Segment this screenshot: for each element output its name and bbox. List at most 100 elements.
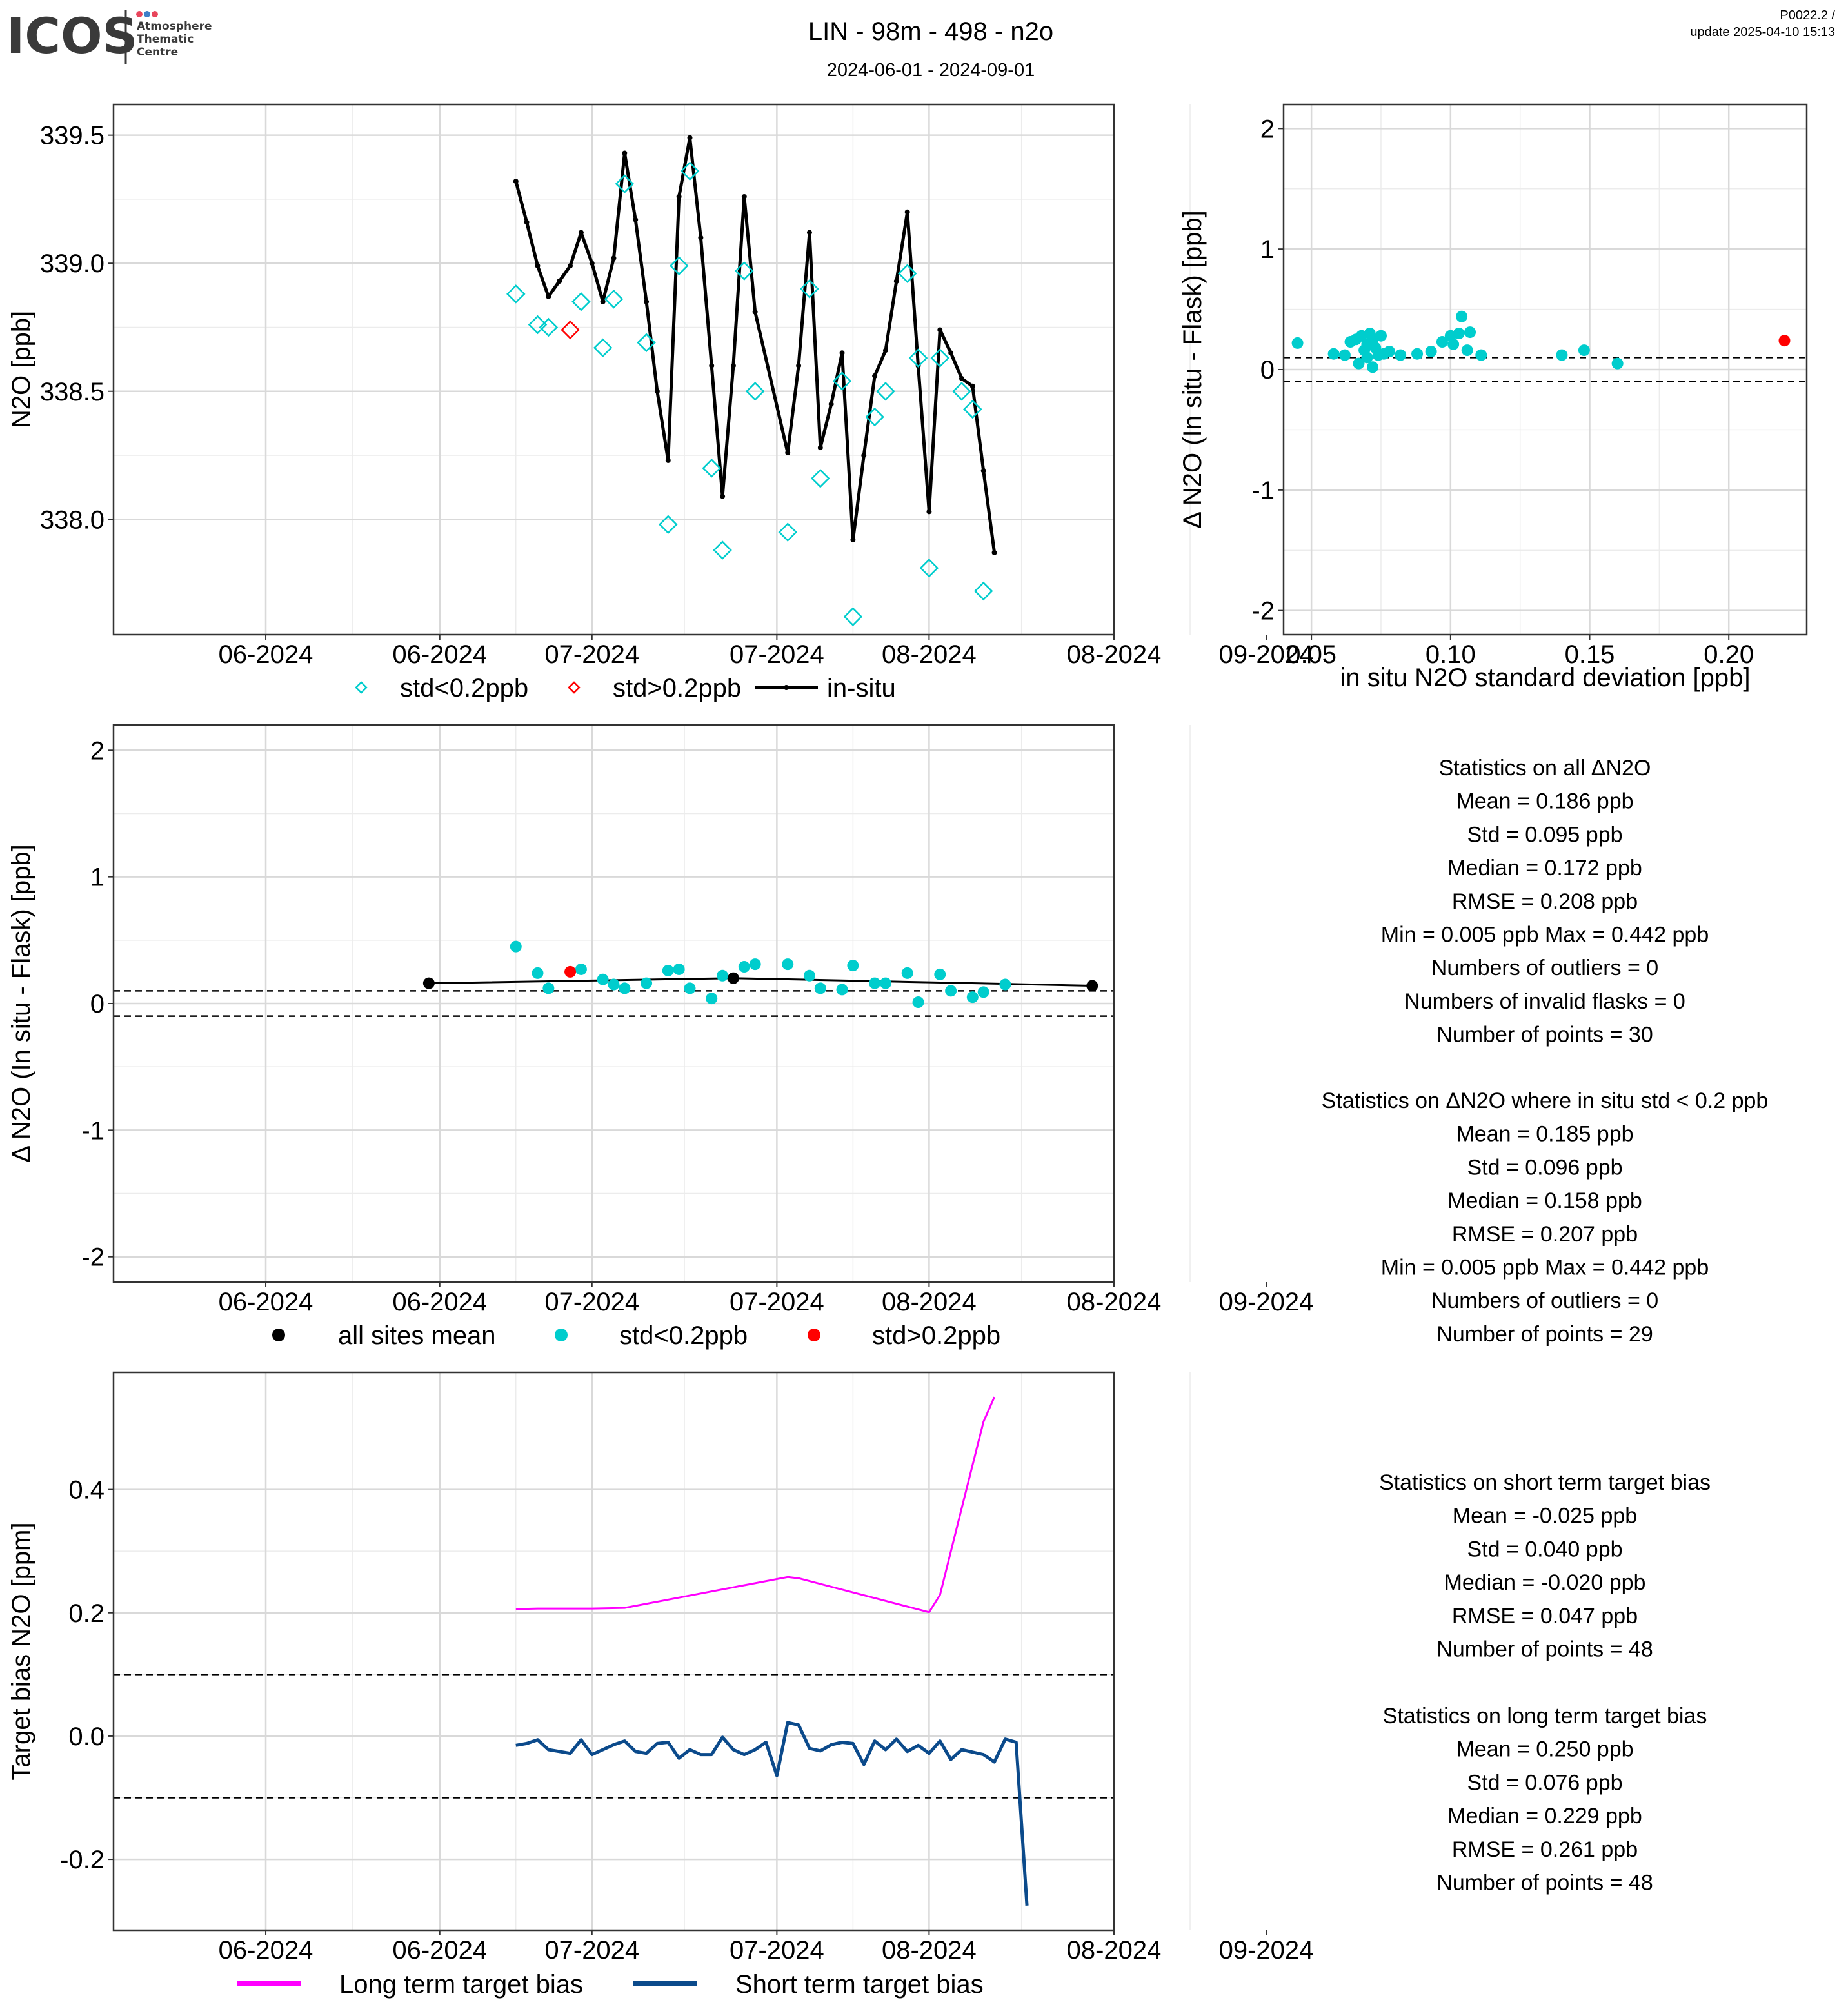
- delta-point-low: [641, 977, 653, 989]
- flask-point-low: [702, 459, 721, 478]
- stats-all-delta-line: Numbers of outliers = 0: [1431, 956, 1658, 980]
- short-term-bias-line: [515, 1721, 1029, 1906]
- x-tick-label: 08-2024: [1067, 1936, 1162, 1964]
- scatter-point-low: [1611, 357, 1624, 370]
- stats-all-delta-line: Mean = 0.186 ppb: [1456, 789, 1633, 814]
- delta-point-low: [738, 961, 750, 973]
- stats-short-term-line: Statistics on short term target bias: [1379, 1470, 1711, 1495]
- insitu-point: [633, 217, 639, 222]
- flask-point-low: [832, 371, 852, 391]
- insitu-point: [839, 350, 845, 356]
- stats-short-term-line: Mean = -0.025 ppb: [1453, 1504, 1637, 1528]
- delta-point-low: [749, 958, 761, 971]
- insitu-point: [850, 537, 856, 543]
- delta-point-low: [608, 978, 620, 991]
- delta-point-low: [662, 964, 674, 976]
- x-tick-label: 0.20: [1704, 640, 1754, 669]
- stats-std-delta-line: Number of points = 29: [1436, 1322, 1653, 1347]
- y-tick-label: 0.0: [68, 1723, 104, 1751]
- flask-point-low: [528, 315, 548, 335]
- delta-point-low: [803, 969, 815, 982]
- delta-point-low: [977, 986, 989, 998]
- stats-short-term-line: Std = 0.040 ppb: [1467, 1537, 1622, 1561]
- delta-timeseries-panel: -2 -1 0 1 2 06-2024 06-2024 07-2024 07-2024 08-20…: [7, 724, 1314, 1350]
- legend-label-low: std<0.2ppb: [619, 1321, 748, 1350]
- delta-point-low: [945, 985, 957, 997]
- flask-point-low: [571, 292, 591, 311]
- x-tick-label: 06-2024: [392, 1288, 487, 1316]
- plot-border: [112, 1371, 1115, 1932]
- icos-logo: ICOS Atmosphere Thematic Centre: [6, 7, 212, 64]
- insitu-point: [730, 363, 736, 369]
- scatter-point-low: [1447, 338, 1460, 350]
- delta-point-low: [869, 977, 881, 989]
- y-tick-label: 0.4: [68, 1476, 104, 1505]
- scatter-point-low: [1461, 344, 1473, 357]
- flask-point-low: [908, 348, 928, 368]
- delta-point-low: [836, 984, 848, 996]
- y-tick-label: -1: [1251, 477, 1275, 505]
- stats-long-term-line: Std = 0.076 ppb: [1467, 1770, 1622, 1795]
- delta-point-low: [673, 963, 685, 975]
- y-axis-label: Δ N2O (In situ - Flask) [ppb]: [7, 844, 35, 1163]
- y-tick-label: 2: [1260, 115, 1275, 143]
- y-tick-label: 338.0: [40, 506, 104, 534]
- scatter-point-low: [1367, 361, 1379, 373]
- delta-point-low: [934, 968, 946, 980]
- x-tick-label: 07-2024: [544, 640, 639, 669]
- insitu-point: [969, 383, 975, 389]
- scatter-point-low: [1556, 349, 1568, 361]
- flask-point-low: [669, 256, 689, 275]
- y-tick-label: -2: [1251, 597, 1275, 626]
- x-tick-label: 08-2024: [882, 640, 977, 669]
- delta-point-low: [597, 973, 609, 985]
- stats-all-delta-line: RMSE = 0.208 ppb: [1452, 889, 1638, 914]
- y-tick-label: -0.2: [60, 1846, 104, 1874]
- logo-sub-atmosphere: Atmosphere: [137, 20, 212, 33]
- y-tick-label: 1: [1260, 235, 1275, 264]
- insitu-point: [546, 293, 551, 299]
- y-axis-label: Target bias N2O [ppm]: [7, 1522, 35, 1780]
- delta-point-low: [542, 982, 555, 994]
- insitu-point: [557, 279, 562, 284]
- x-tick-label: 09-2024: [1219, 1288, 1314, 1316]
- flask-point-low: [952, 381, 971, 401]
- insitu-point: [665, 457, 671, 463]
- scatter-point-low: [1361, 351, 1373, 364]
- delta-point-low: [912, 996, 924, 1009]
- legend-key-high: [808, 1329, 820, 1341]
- flask-point-low: [865, 407, 884, 427]
- insitu-point: [611, 255, 617, 261]
- plot-border: [112, 103, 1115, 636]
- insitu-point: [752, 309, 758, 315]
- y-tick-label: 0.2: [68, 1599, 104, 1628]
- flask-point-low: [778, 522, 798, 542]
- y-axis-label: Δ N2O (In situ - Flask) [ppb]: [1178, 210, 1207, 529]
- mean-point: [422, 977, 435, 989]
- x-tick-label: 0.05: [1286, 640, 1336, 669]
- stats-long-term-line: Mean = 0.250 ppb: [1456, 1737, 1633, 1762]
- x-tick-label: 0.10: [1426, 640, 1476, 669]
- logo-sub-thematic: Thematic: [137, 33, 194, 46]
- x-tick-label: 06-2024: [392, 640, 487, 669]
- insitu-point: [568, 263, 573, 269]
- x-tick-label: 08-2024: [882, 1288, 977, 1316]
- flask-point-low: [897, 264, 917, 283]
- mean-point: [727, 972, 739, 984]
- stats-std-delta-line: Numbers of outliers = 0: [1431, 1289, 1658, 1313]
- insitu-point: [720, 493, 726, 499]
- delta-point-low: [532, 967, 544, 979]
- statistics-block: Statistics on all ΔN2O Mean = 0.186 ppb St…: [1322, 756, 1769, 1895]
- flask-point-low: [843, 607, 863, 626]
- stats-short-term-line: Median = -0.020 ppb: [1444, 1570, 1646, 1595]
- y-axis-label: N2O [ppb]: [7, 311, 35, 428]
- insitu-point: [991, 549, 997, 555]
- scatter-point-low: [1375, 330, 1387, 342]
- scatter-point-high: [1778, 335, 1791, 347]
- stats-all-delta-line: Number of points = 30: [1436, 1023, 1653, 1047]
- delta-point-low: [999, 978, 1011, 991]
- legend-key-mean: [272, 1329, 285, 1341]
- delta-point-low: [901, 967, 913, 979]
- stats-all-delta-line: Std = 0.095 ppb: [1467, 822, 1622, 847]
- y-tick-label: -1: [81, 1116, 104, 1145]
